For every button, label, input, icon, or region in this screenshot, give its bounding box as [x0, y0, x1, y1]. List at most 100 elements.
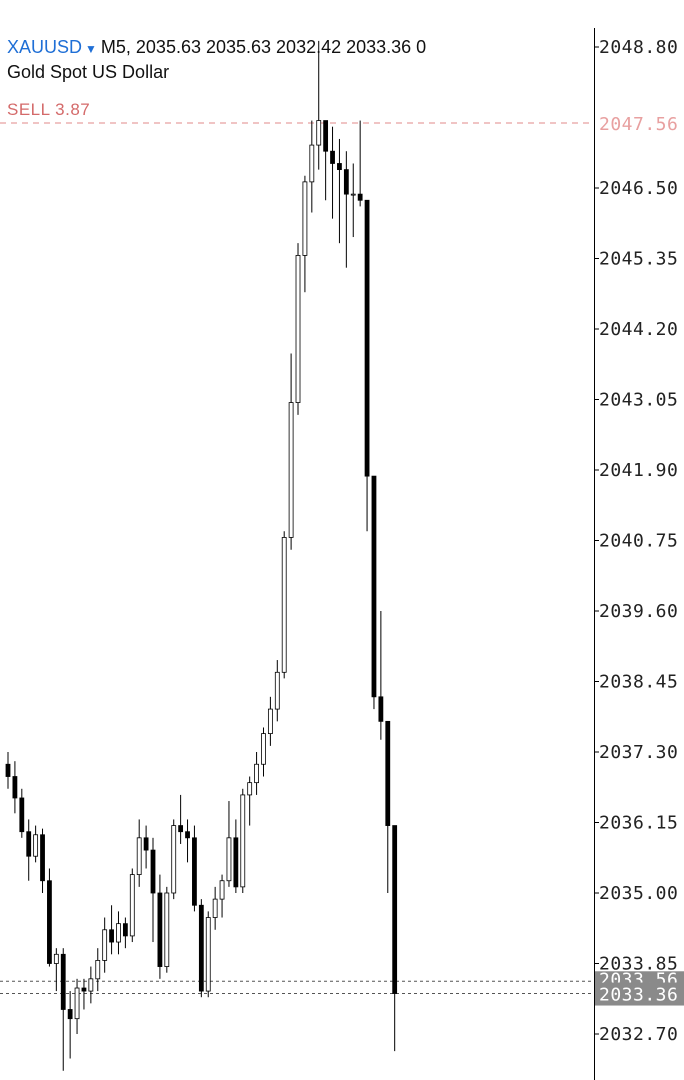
axis-tick-label: 2038.45 [599, 672, 678, 693]
sell-price-tag-bg [595, 112, 684, 136]
bear-candle-body [343, 169, 349, 195]
candle [53, 948, 59, 992]
candle [385, 720, 391, 893]
candle [240, 788, 246, 893]
bull-candle-body [53, 953, 59, 964]
candle [295, 243, 301, 415]
candle [371, 475, 377, 710]
candle [219, 874, 225, 918]
candle [254, 752, 259, 795]
candle [102, 917, 108, 973]
bull-candle-body [164, 892, 170, 967]
candle [350, 163, 356, 238]
bull-candle-body [129, 874, 135, 937]
candle [95, 948, 101, 992]
bear-candle-body [150, 849, 156, 894]
quote-line: M5, 2035.63 2035.63 2032.42 2033.36 0 [100, 37, 427, 57]
bull-candle-body [116, 923, 121, 943]
axis-tick-label: 2046.50 [599, 178, 678, 199]
axis-tick-label: 2037.30 [599, 742, 678, 763]
axis-tick-label: 2044.20 [599, 319, 678, 340]
candle [281, 531, 287, 679]
candle [129, 868, 135, 943]
bear-candle-body [143, 837, 149, 851]
candle [205, 911, 211, 998]
bear-candle-body [81, 987, 87, 992]
candle [378, 611, 384, 740]
candle [67, 991, 73, 1059]
candle [226, 801, 232, 887]
bull-candle-body [254, 763, 259, 784]
bull-candle-body [212, 898, 218, 918]
bear-candle-body [233, 837, 239, 888]
ask-price-tag-bg [595, 971, 684, 986]
bear-candle-body [198, 904, 204, 992]
axis-tick-label: 2039.60 [599, 601, 678, 622]
candle [357, 120, 363, 207]
bear-candle-body [378, 696, 384, 722]
candle [392, 825, 398, 1052]
symbol-selector[interactable]: XAUUSD [7, 37, 83, 57]
axis-tick-label: 2043.05 [599, 390, 678, 411]
candle [261, 727, 266, 777]
bear-candle-body [26, 831, 32, 857]
bear-candle-body [337, 163, 342, 171]
candle [309, 120, 315, 213]
bear-candle-body [178, 825, 184, 833]
bull-candle-body [205, 917, 211, 992]
candle [109, 905, 114, 955]
candle [323, 120, 329, 201]
triangle-down-icon[interactable]: ▼ [85, 42, 97, 56]
candle [330, 126, 335, 219]
axis-tick-label: 2048.80 [599, 37, 678, 58]
axis-tick-label: 2032.70 [599, 1024, 678, 1045]
top-toolbar-icons [0, 0, 684, 8]
candle [185, 819, 190, 863]
candle [212, 886, 218, 930]
candle [302, 175, 308, 293]
bear-candle-body [392, 825, 398, 994]
candle [26, 819, 32, 881]
candle [47, 868, 52, 967]
candle [60, 948, 66, 1071]
axis-tick-label: 2040.75 [599, 531, 678, 552]
bear-candle-body [122, 923, 128, 937]
bull-candle-body [74, 987, 80, 1020]
candle [267, 696, 273, 746]
candle [143, 825, 149, 869]
axis-tick-label: 2041.90 [599, 460, 678, 481]
bull-candle-body [350, 193, 356, 196]
candle [343, 151, 349, 268]
candle [233, 819, 239, 893]
bear-candle-body [60, 953, 66, 1010]
candle [198, 899, 204, 998]
candle [12, 761, 18, 814]
bear-candle-body [364, 199, 370, 477]
candle [364, 199, 370, 532]
bear-candle-body [5, 763, 11, 777]
bull-candle-body [309, 144, 315, 183]
sell-position-label[interactable]: SELL 3.87 [7, 100, 91, 119]
candle [33, 825, 39, 863]
candle [316, 40, 322, 170]
candle [288, 353, 294, 550]
bull-candle-body [102, 929, 108, 961]
candle [5, 752, 11, 789]
bull-candle-body [316, 120, 322, 146]
bull-candle-body [136, 837, 142, 876]
price-lines [0, 122, 684, 995]
bull-candle-body [240, 794, 246, 888]
candle [337, 138, 342, 244]
bear-candle-body [19, 797, 25, 833]
bear-candle-body [357, 193, 363, 201]
bear-candle-body [371, 475, 377, 698]
bull-candle-body [226, 837, 232, 882]
candle [74, 978, 80, 1034]
candle [81, 978, 87, 1010]
bull-candle-body [171, 825, 177, 894]
candlestick-series[interactable] [5, 40, 398, 1071]
bull-candle-body [288, 402, 294, 538]
sell-price-tag: 2047.56 [599, 114, 678, 135]
